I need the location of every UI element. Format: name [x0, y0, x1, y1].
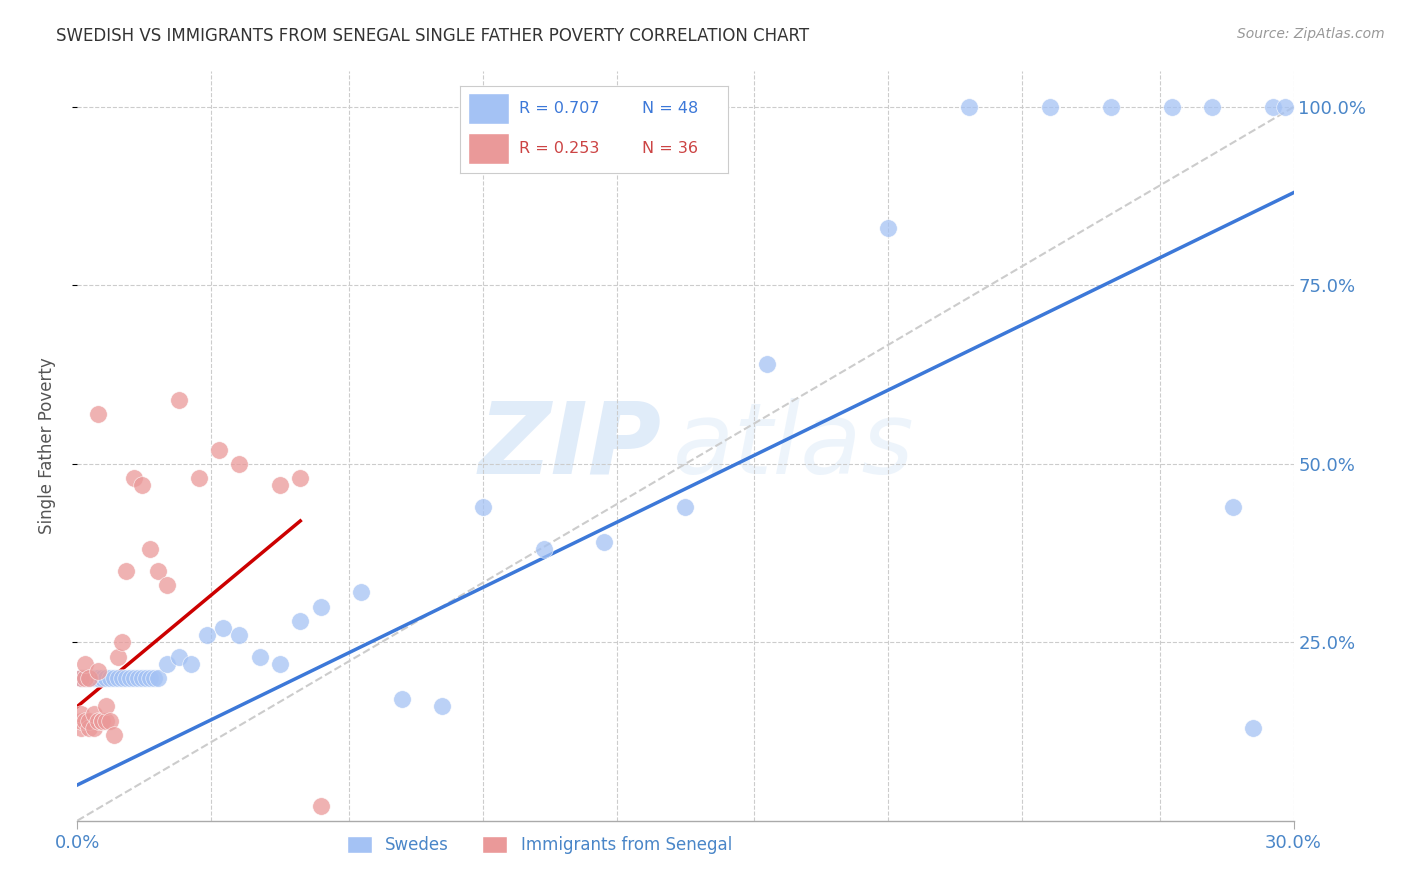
Point — [127, 671, 149, 685]
Point — [180, 657, 202, 671]
Text: ZIP: ZIP — [478, 398, 661, 494]
Point — [249, 649, 271, 664]
Point — [90, 714, 112, 728]
Legend: Swedes, Immigrants from Senegal: Swedes, Immigrants from Senegal — [340, 830, 738, 861]
Point — [391, 692, 413, 706]
Point — [228, 457, 250, 471]
Point — [86, 671, 108, 685]
Point — [309, 799, 332, 814]
Point — [155, 578, 177, 592]
Point — [94, 699, 117, 714]
Point — [83, 671, 105, 685]
Point — [269, 657, 291, 671]
Point — [122, 671, 145, 685]
Point — [79, 671, 101, 685]
Point — [309, 599, 332, 614]
Point — [86, 714, 108, 728]
Point — [131, 478, 153, 492]
Point — [1099, 100, 1122, 114]
Point — [290, 471, 312, 485]
Point — [755, 357, 778, 371]
Text: atlas: atlas — [673, 398, 915, 494]
Point — [90, 671, 112, 685]
Point — [290, 614, 312, 628]
Point — [1201, 100, 1223, 114]
Point — [167, 649, 190, 664]
Y-axis label: Single Father Poverty: Single Father Poverty — [38, 358, 56, 534]
Point — [675, 500, 697, 514]
Point — [131, 671, 153, 685]
Point — [430, 699, 453, 714]
Point — [188, 471, 211, 485]
Point — [86, 407, 108, 421]
Point — [70, 721, 93, 735]
Point — [70, 671, 93, 685]
Point — [75, 671, 97, 685]
Point — [70, 671, 93, 685]
Point — [877, 221, 900, 235]
Point — [70, 714, 93, 728]
Point — [1039, 100, 1062, 114]
Point — [98, 714, 121, 728]
Point — [83, 706, 105, 721]
Point — [471, 500, 494, 514]
Point — [90, 714, 112, 728]
Point — [107, 671, 129, 685]
Point — [98, 671, 121, 685]
Point — [533, 542, 555, 557]
Point — [212, 621, 235, 635]
Point — [957, 100, 980, 114]
Point — [111, 635, 134, 649]
Point — [75, 714, 97, 728]
Point — [122, 471, 145, 485]
Point — [103, 728, 125, 742]
Point — [1241, 721, 1264, 735]
Point — [86, 664, 108, 678]
Point — [79, 714, 101, 728]
Text: Source: ZipAtlas.com: Source: ZipAtlas.com — [1237, 27, 1385, 41]
Point — [79, 671, 101, 685]
Point — [107, 649, 129, 664]
Point — [135, 671, 157, 685]
Point — [103, 671, 125, 685]
Point — [139, 671, 162, 685]
Point — [94, 671, 117, 685]
Point — [118, 671, 141, 685]
Point — [94, 714, 117, 728]
Point — [1274, 100, 1296, 114]
Point — [70, 706, 93, 721]
Point — [195, 628, 218, 642]
Point — [350, 585, 373, 599]
Text: SWEDISH VS IMMIGRANTS FROM SENEGAL SINGLE FATHER POVERTY CORRELATION CHART: SWEDISH VS IMMIGRANTS FROM SENEGAL SINGL… — [56, 27, 810, 45]
Point — [167, 392, 190, 407]
Point — [148, 671, 170, 685]
Point — [148, 564, 170, 578]
Point — [1222, 500, 1244, 514]
Point — [269, 478, 291, 492]
Point — [115, 564, 138, 578]
Point — [155, 657, 177, 671]
Point — [79, 721, 101, 735]
Point — [115, 671, 138, 685]
Point — [228, 628, 250, 642]
Point — [75, 657, 97, 671]
Point — [1161, 100, 1184, 114]
Point — [593, 535, 616, 549]
Point — [111, 671, 134, 685]
Point — [139, 542, 162, 557]
Point — [143, 671, 166, 685]
Point — [83, 721, 105, 735]
Point — [75, 671, 97, 685]
Point — [208, 442, 231, 457]
Point — [1263, 100, 1285, 114]
